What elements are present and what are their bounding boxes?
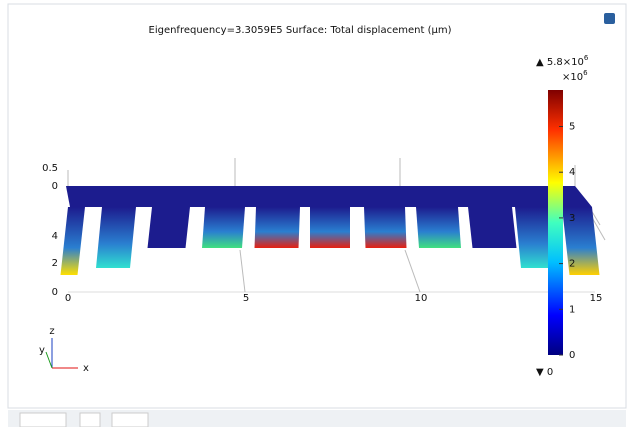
- colorbar-tick-label: 3: [569, 213, 575, 224]
- comb-tooth: [416, 207, 461, 248]
- axis-label: 2: [52, 258, 58, 269]
- comb-tooth: [310, 207, 350, 248]
- comb-tooth: [468, 207, 517, 248]
- axis-label: 0: [52, 287, 58, 298]
- axis-label: 4: [52, 231, 58, 242]
- axis-label: 10: [415, 293, 428, 304]
- plot-title: Eigenfrequency=3.3059E5 Surface: Total d…: [149, 25, 452, 36]
- axis-label: 15: [590, 293, 603, 304]
- export-icon[interactable]: [604, 13, 615, 24]
- comb-tooth: [364, 207, 407, 248]
- colorbar-tick-label: 5: [569, 122, 575, 133]
- colorbar-tick-label: 2: [569, 259, 575, 270]
- axis-label: 0: [52, 181, 58, 192]
- triad-label: x: [83, 363, 89, 374]
- comb-tooth: [255, 207, 301, 248]
- toolbar: [8, 410, 626, 427]
- axis-label: 0.5: [42, 163, 58, 174]
- triad-label: y: [39, 345, 45, 356]
- comb-tooth: [96, 207, 136, 268]
- toolbar-button[interactable]: [112, 413, 148, 427]
- colorbar-min: ▼ 0: [536, 367, 553, 378]
- colorbar: [548, 90, 563, 355]
- colorbar-tick-label: 1: [569, 304, 575, 315]
- toolbar-button[interactable]: [80, 413, 100, 427]
- comb-tooth: [148, 207, 191, 248]
- axis-label: 5: [243, 293, 249, 304]
- axis-label: 0: [65, 293, 71, 304]
- colorbar-max: ▲ 5.8×106: [536, 54, 589, 68]
- colorbar-tick-label: 0: [569, 350, 575, 361]
- triad-label: z: [49, 326, 54, 337]
- comb-tooth: [202, 207, 245, 248]
- comsol-plot-window: Eigenfrequency=3.3059E5 Surface: Total d…: [0, 0, 632, 427]
- colorbar-tick-label: 4: [569, 167, 575, 178]
- toolbar-button[interactable]: [20, 413, 66, 427]
